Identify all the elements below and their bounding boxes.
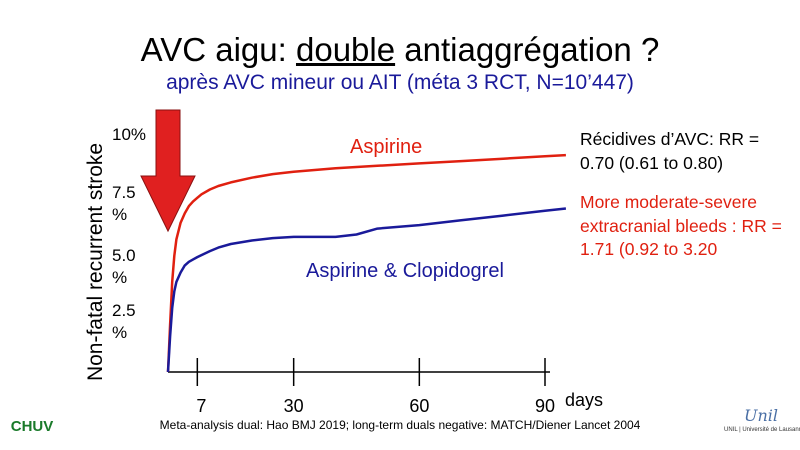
unil-logo-script: Unil [743,406,779,425]
slide-subtitle: après AVC mineur ou AIT (méta 3 RCT, N=1… [166,71,634,94]
y-tick-label: 10% [112,125,146,144]
footnote: Meta-analysis dual: Hao BMJ 2019; long-t… [159,418,641,432]
x-tick-label: 90 [535,396,555,416]
x-tick-label: 30 [284,396,304,416]
x-tick-label: 7 [196,396,206,416]
series-line-aspirine-clopidogrel [166,207,567,373]
results-notes: Récidives d’AVC: RR = 0.70 (0.61 to 0.80… [580,128,795,262]
x-axis-unit-label: days [565,390,603,410]
recurrence-note: Récidives d’AVC: RR = 0.70 (0.61 to 0.80… [580,129,760,173]
chuv-logo-text: CHUV [11,418,54,435]
series-label-aspirine-clopidogrel: Aspirine & Clopidogrel [306,260,504,282]
unil-logo: Unil UNIL | Université de Lausanne [724,406,800,444]
y-tick-label: 5.0% [112,246,136,287]
series-line-aspirine [166,153,566,373]
title-emphasis: double [295,31,396,68]
series-label-aspirine: Aspirine [350,136,422,158]
y-tick-label: 2.5% [112,301,136,342]
title-part1: AVC aigu: [140,31,296,68]
title-part2: antiaggrégation ? [395,31,660,68]
x-tick-label: 60 [409,396,429,416]
y-tick-label: 7.5% [112,183,136,224]
y-axis-title: Non-fatal recurrent stroke [84,143,107,381]
chuv-logo: CHUV [8,412,56,436]
bleeding-note: More moderate-severe extracranial bleeds… [580,192,782,259]
red-arrow-annotation [140,109,196,233]
unil-logo-caption: UNIL | Université de Lausanne [724,427,800,433]
slide-title: AVC aigu: double antiaggrégation ? [0,30,800,70]
